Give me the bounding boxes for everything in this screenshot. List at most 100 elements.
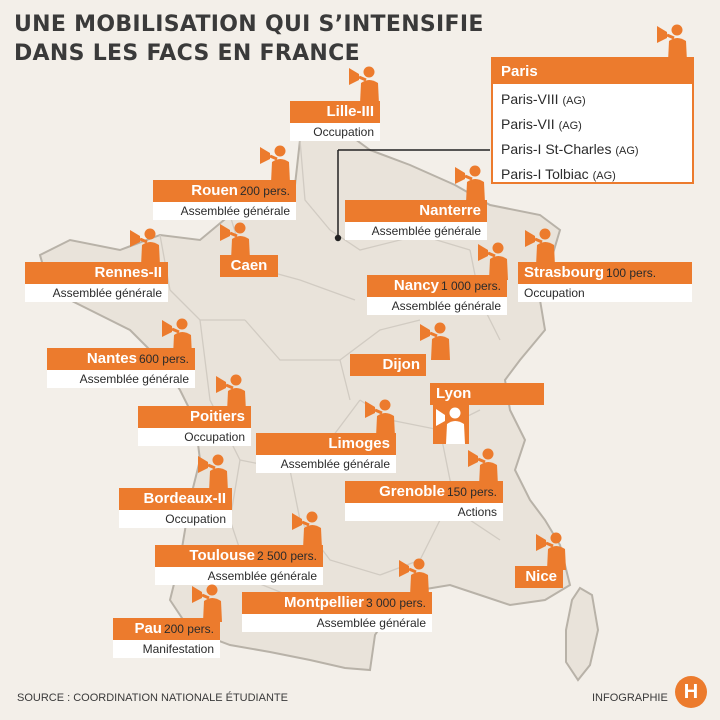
city-name: Nantes	[86, 350, 137, 367]
region-border	[299, 139, 331, 231]
city-action: Actions	[345, 503, 503, 521]
megaphone-protester-icon	[657, 24, 687, 62]
city-action: Occupation	[518, 284, 692, 302]
city-action: Manifestation	[113, 640, 220, 658]
city-name-row: Toulouse 2 500 pers.	[155, 545, 323, 567]
megaphone-protester-icon	[365, 399, 395, 437]
paris-univ-tag: (AG)	[562, 95, 586, 107]
corsica-shape	[565, 586, 600, 682]
city-name: Nanterre	[345, 200, 487, 222]
city-count: 2 500 pers.	[256, 549, 317, 563]
city-action: Occupation	[290, 123, 380, 141]
paris-univ-tag: (AG)	[558, 120, 582, 132]
city-name: Rouen	[191, 182, 238, 199]
city-name-row: Pau 200 pers.	[113, 618, 220, 640]
label-dijon: Dijon	[350, 354, 426, 376]
paris-univ-name: Paris-I Tolbiac	[501, 166, 589, 182]
megaphone-protester-icon	[478, 242, 508, 280]
megaphone-protester-icon	[130, 228, 160, 266]
city-name-row: Grenoble 150 pers.	[345, 481, 503, 503]
label-nancy: Nancy 1 000 pers. Assemblée générale	[367, 275, 507, 315]
city-count: 150 pers.	[446, 485, 497, 499]
paris-dot	[334, 234, 342, 242]
label-lyon: Lyon	[430, 383, 544, 405]
megaphone-protester-icon	[433, 404, 469, 444]
city-name: Lyon	[430, 383, 544, 405]
megaphone-protester-icon	[220, 222, 250, 260]
city-action: Assemblée générale	[153, 202, 296, 220]
credit-label: INFOGRAPHIE	[592, 692, 668, 704]
megaphone-protester-icon	[525, 228, 555, 266]
region-border	[289, 469, 421, 576]
label-bordeaux: Bordeaux-II Occupation	[119, 488, 232, 528]
megaphone-protester-icon	[420, 322, 450, 360]
city-name: Bordeaux-II	[119, 488, 232, 510]
paris-univ-name: Paris-VII	[501, 116, 555, 132]
paris-univ-tag: (AG)	[615, 145, 639, 157]
paris-list-item: Paris-VII (AG)	[501, 113, 684, 138]
label-nice: Nice	[515, 566, 563, 588]
paris-list-item: Paris-I Tolbiac (AG)	[501, 163, 684, 188]
label-nantes: Nantes 600 pers. Assemblée générale	[47, 348, 195, 388]
city-action: Assemblée générale	[155, 567, 323, 585]
label-nanterre: Nanterre Assemblée générale	[345, 200, 487, 240]
city-action: Assemblée générale	[47, 370, 195, 388]
megaphone-protester-icon	[216, 374, 246, 412]
city-action: Assemblée générale	[367, 297, 507, 315]
city-name-row: Montpellier 3 000 pers.	[242, 592, 432, 614]
label-poitiers: Poitiers Occupation	[138, 406, 251, 446]
megaphone-protester-icon	[198, 454, 228, 492]
title-line-2: DANS LES FACS EN FRANCE	[14, 41, 360, 66]
megaphone-protester-icon	[292, 511, 322, 549]
megaphone-protester-icon	[162, 318, 192, 356]
city-name-row: Strasbourg 100 pers.	[518, 262, 692, 284]
label-limoges: Limoges Assemblée générale	[256, 433, 396, 473]
city-name: Limoges	[256, 433, 396, 455]
title-line-1: UNE MOBILISATION QUI S’INTENSIFIE	[14, 12, 484, 37]
city-name: Pau	[134, 620, 162, 637]
paris-list-item: Paris-I St-Charles (AG)	[501, 138, 684, 163]
city-name: Dijon	[350, 354, 426, 376]
city-action: Occupation	[138, 428, 251, 446]
label-grenoble: Grenoble 150 pers. Actions	[345, 481, 503, 521]
megaphone-protester-icon	[349, 66, 379, 104]
city-name: Rennes-II	[25, 262, 168, 284]
region-border	[329, 229, 471, 251]
city-name: Strasbourg	[524, 264, 605, 281]
city-count: 100 pers.	[606, 266, 657, 280]
city-name: Nancy	[393, 277, 439, 294]
city-count: 200 pers.	[239, 184, 290, 198]
city-count: 3 000 pers.	[365, 596, 426, 610]
city-name-row: Nancy 1 000 pers.	[367, 275, 507, 297]
label-caen: Caen	[220, 255, 278, 277]
paris-list: Paris-VIII (AG) Paris-VII (AG) Paris-I S…	[493, 88, 692, 188]
label-rennes: Rennes-II Assemblée générale	[25, 262, 168, 302]
city-count: 200 pers.	[163, 622, 214, 636]
paris-univ-name: Paris-I St-Charles	[501, 141, 612, 157]
megaphone-protester-icon	[536, 532, 566, 570]
city-action: Assemblée générale	[242, 614, 432, 632]
megaphone-protester-icon	[192, 584, 222, 622]
paris-univ-tag: (AG)	[592, 170, 616, 182]
city-name: Nice	[515, 566, 563, 588]
city-name-row: Rouen 200 pers.	[153, 180, 296, 202]
city-action: Assemblée générale	[256, 455, 396, 473]
megaphone-protester-icon	[455, 165, 485, 203]
label-pau: Pau 200 pers. Manifestation	[113, 618, 220, 658]
city-name-row: Nantes 600 pers.	[47, 348, 195, 370]
label-toulouse: Toulouse 2 500 pers. Assemblée générale	[155, 545, 323, 585]
paris-list-item: Paris-VIII (AG)	[501, 88, 684, 113]
megaphone-protester-icon	[468, 448, 498, 486]
paris-univ-name: Paris-VIII	[501, 91, 559, 107]
city-name: Montpellier	[283, 594, 364, 611]
city-name: Lille-III	[290, 101, 380, 123]
source-note: SOURCE : COORDINATION NATIONALE ÉTUDIANT…	[17, 692, 288, 704]
city-name: Poitiers	[138, 406, 251, 428]
city-name: Caen	[220, 255, 278, 277]
city-action: Occupation	[119, 510, 232, 528]
humanite-logo-icon: H	[675, 676, 707, 708]
paris-box-title: Paris	[493, 59, 692, 84]
label-montpellier: Montpellier 3 000 pers. Assemblée général…	[242, 592, 432, 632]
city-action: Assemblée générale	[345, 222, 487, 240]
region-border	[339, 359, 351, 401]
